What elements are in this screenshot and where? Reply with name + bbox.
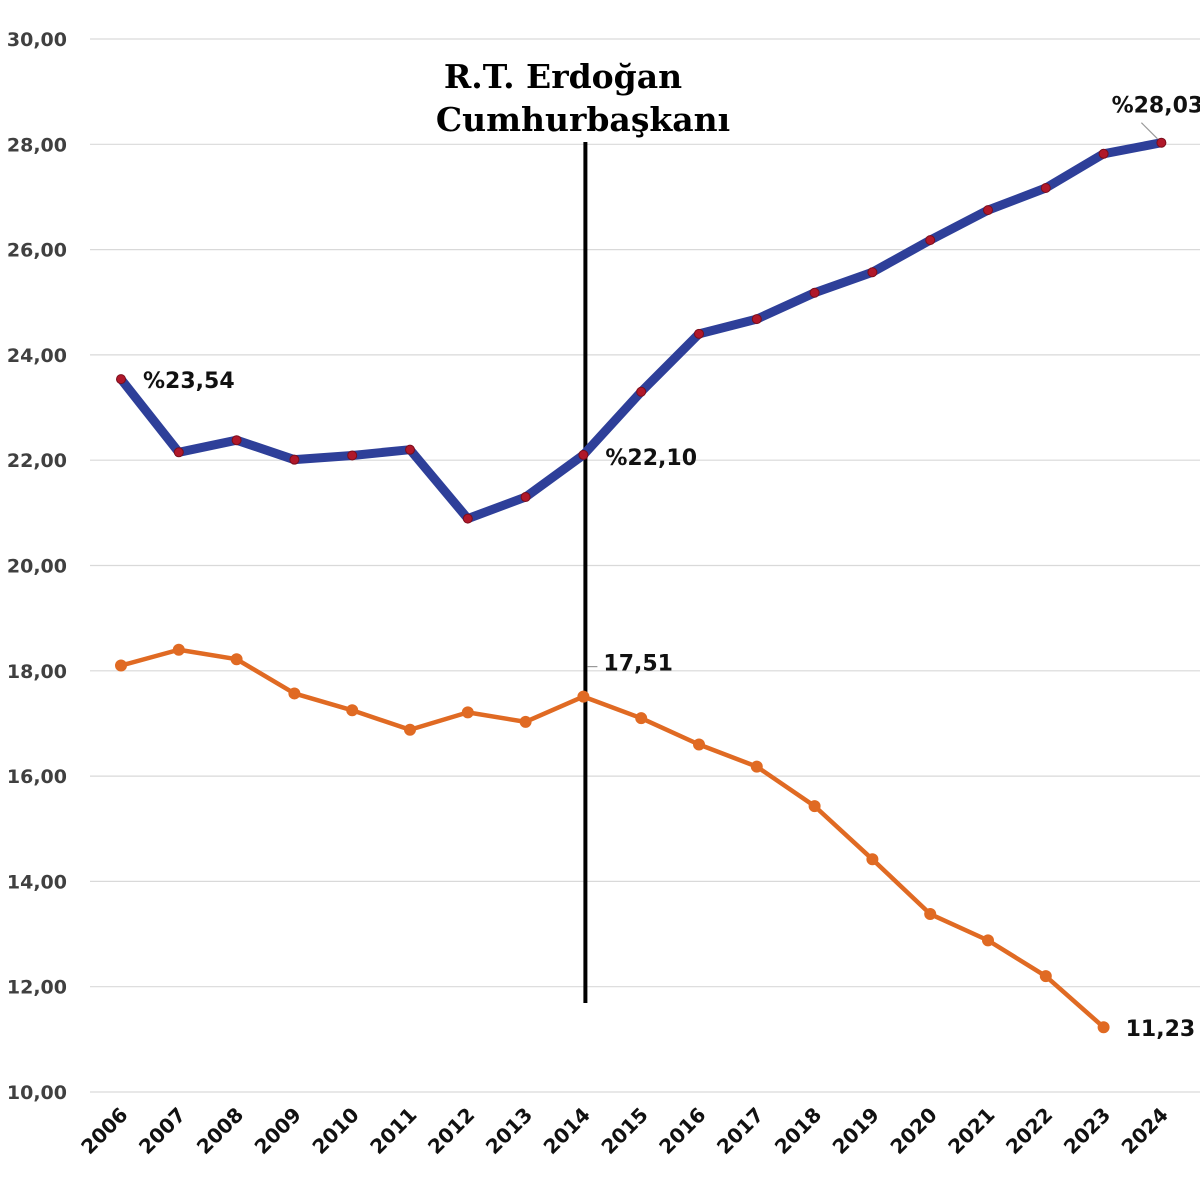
series-1-point xyxy=(1040,182,1051,193)
y-axis-ticks: 10,00 12,00 14,00 16,00 18,00 20,00 22,00 24,00… xyxy=(7,29,67,1104)
series-2-point xyxy=(693,738,705,751)
annotation: R.T. Erdoğan Cumhurbaşkanı xyxy=(436,57,730,139)
y-tick-label: 28,00 xyxy=(7,134,67,156)
data-label: 17,51 xyxy=(603,652,673,677)
x-tick-label: 2010 xyxy=(307,1103,363,1159)
x-tick-label: 2019 xyxy=(828,1103,884,1159)
series-line-2 xyxy=(118,647,1106,1030)
x-tick-label: 2024 xyxy=(1117,1103,1173,1159)
annotation-line1: R.T. Erdoğan xyxy=(444,57,682,96)
series-1-point xyxy=(809,287,820,298)
series-2-point xyxy=(635,712,648,725)
x-tick-label: 2020 xyxy=(885,1103,941,1159)
series-2-point xyxy=(1097,1021,1110,1034)
data-label: %28,03 xyxy=(1112,94,1200,119)
x-tick-label: 2009 xyxy=(250,1103,306,1159)
x-tick-label: 2014 xyxy=(539,1103,595,1159)
series-1-point xyxy=(289,454,300,465)
y-tick-label: 12,00 xyxy=(7,977,67,999)
series-1-point xyxy=(520,492,531,503)
series-2-point xyxy=(230,653,243,666)
series-2-point xyxy=(172,643,185,656)
x-tick-label: 2015 xyxy=(596,1103,652,1159)
grid-lines xyxy=(90,38,1200,1093)
y-tick-label: 16,00 xyxy=(7,766,67,788)
series-1-point xyxy=(173,447,184,458)
x-tick-label: 2023 xyxy=(1059,1103,1115,1159)
x-tick-label: 2018 xyxy=(770,1103,826,1159)
x-axis-ticks: 2006 2007 2008 2009 2010 2011 2012 2013 2014 2015… xyxy=(76,1103,1173,1159)
y-tick-label: 18,00 xyxy=(7,661,67,683)
y-tick-label: 30,00 xyxy=(7,29,67,51)
series-1-point xyxy=(867,267,878,278)
data-label: 11,23 xyxy=(1126,1017,1196,1042)
x-tick-label: 2012 xyxy=(423,1103,479,1159)
series-2-point xyxy=(115,659,127,672)
series-2-point xyxy=(808,800,821,813)
y-tick-label: 14,00 xyxy=(7,871,67,893)
x-tick-label: 2013 xyxy=(481,1103,537,1159)
data-label: %22,10 xyxy=(605,446,697,471)
series-2-point xyxy=(1039,970,1052,983)
series-lines xyxy=(115,137,1167,1034)
x-tick-label: 2008 xyxy=(192,1103,248,1159)
series-2-point xyxy=(346,704,359,717)
series-2-point xyxy=(404,723,416,736)
x-tick-label: 2016 xyxy=(654,1103,710,1159)
y-tick-label: 22,00 xyxy=(7,450,67,472)
x-tick-label: 2022 xyxy=(1001,1103,1057,1159)
series-2-point xyxy=(924,908,937,921)
series-1-point xyxy=(694,328,704,339)
x-tick-label: 2006 xyxy=(76,1103,132,1159)
series-2-point xyxy=(866,853,879,866)
series-2-point xyxy=(577,690,590,703)
series-1-point xyxy=(983,205,993,216)
x-tick-label: 2021 xyxy=(943,1103,999,1159)
series-1-point xyxy=(1098,148,1109,159)
y-tick-label: 10,00 xyxy=(7,1082,67,1104)
series-1-point xyxy=(925,235,936,246)
x-tick-label: 2017 xyxy=(712,1103,768,1159)
x-tick-label: 2007 xyxy=(134,1103,190,1159)
series-1-point xyxy=(636,386,647,397)
data-labels: %23,54 %22,10 %28,03 17,51 11,23 xyxy=(143,94,1200,1043)
series-2-point xyxy=(288,687,301,700)
data-label-leader xyxy=(1140,122,1158,140)
series-1-point xyxy=(231,435,242,446)
x-tick-label: 2011 xyxy=(365,1103,421,1159)
series-2-point xyxy=(519,715,532,728)
series-1-point xyxy=(751,314,762,325)
series-1-point xyxy=(405,444,415,455)
series-2-point xyxy=(982,934,994,947)
y-tick-label: 26,00 xyxy=(7,240,67,262)
series-1-point xyxy=(116,374,126,385)
series-2-point xyxy=(461,706,474,719)
series-1-point xyxy=(1156,137,1167,148)
annotation-line2: Cumhurbaşkanı xyxy=(436,100,730,139)
series-1-point xyxy=(578,449,589,460)
y-tick-label: 24,00 xyxy=(7,345,67,367)
series-2-point xyxy=(750,760,763,773)
data-label: %23,54 xyxy=(143,369,235,394)
series-1-point xyxy=(347,450,358,461)
y-tick-label: 20,00 xyxy=(7,556,67,578)
series-1-point xyxy=(462,513,473,524)
